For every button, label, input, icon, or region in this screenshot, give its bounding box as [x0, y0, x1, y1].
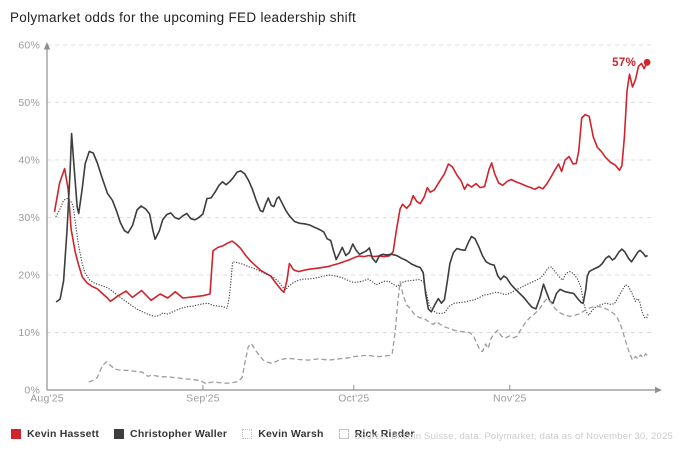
y-tick-label: 20%	[18, 270, 40, 282]
series-line-kevin-hassett	[53, 61, 648, 303]
legend-label: Rick Rieder	[354, 428, 415, 440]
series-end-dot	[643, 58, 651, 66]
x-tick-label: Nov'25	[493, 393, 527, 405]
value-annotation: 57%	[612, 57, 636, 69]
y-tick-label: 50%	[18, 97, 40, 109]
legend-item-christopher-waller: Christopher Waller	[114, 428, 227, 440]
legend-item-kevin-hassett: Kevin Hassett	[11, 428, 99, 440]
series-line-kevin-warsh	[55, 197, 649, 319]
chart-title: Polymarket odds for the upcoming FED lea…	[10, 10, 357, 25]
legend-label: Kevin Hassett	[27, 428, 100, 440]
legend-swatch-3	[338, 429, 349, 439]
y-axis-arrow	[43, 42, 51, 50]
legend-swatch-0	[11, 429, 21, 439]
series-line-rick-rieder	[88, 281, 649, 385]
y-tick-label: 60%	[18, 40, 40, 52]
series-line-christopher-waller	[55, 132, 648, 313]
y-tick-label: 40%	[18, 155, 40, 167]
y-tick-label: 10%	[18, 327, 40, 339]
x-axis-arrow	[655, 386, 662, 394]
x-tick-label: Sep'25	[186, 393, 220, 405]
legend-swatch-2	[242, 429, 253, 439]
legend-item-kevin-warsh: Kevin Warsh	[242, 428, 323, 440]
legend-label: Kevin Warsh	[258, 428, 324, 440]
legend-label: Christopher Waller	[130, 428, 228, 440]
y-tick-label: 30%	[18, 212, 40, 224]
legend: Kevin Hassett Christopher Waller Kevin W…	[11, 428, 415, 440]
y-tick-label: 0%	[24, 385, 40, 397]
x-tick-label: Aug'25	[30, 393, 64, 405]
x-tick-label: Oct'25	[338, 393, 369, 405]
legend-swatch-1	[114, 429, 125, 439]
source-note: Source: Bitcoin Suisse, data: Polymarket…	[354, 431, 673, 442]
legend-item-rick-rieder: Rick Rieder	[338, 428, 415, 440]
